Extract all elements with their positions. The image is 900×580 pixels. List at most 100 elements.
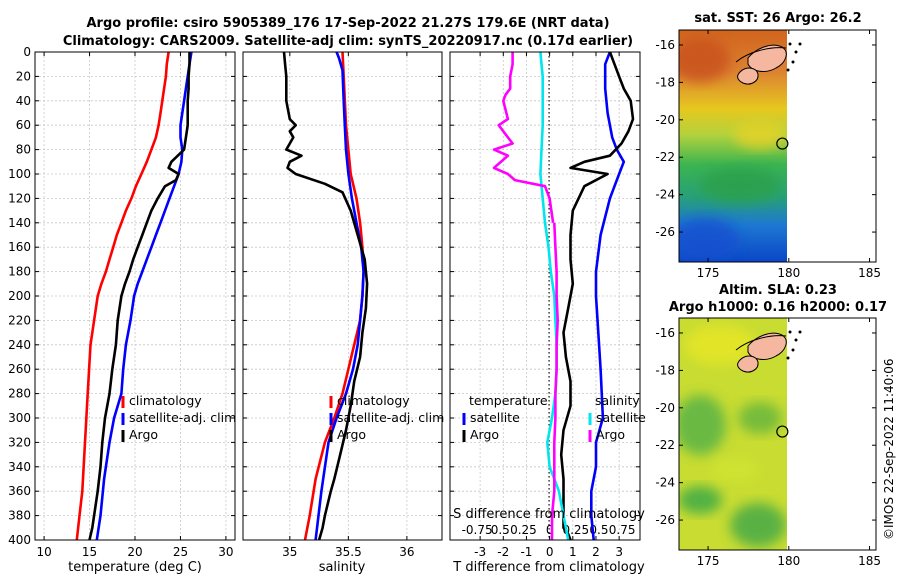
y-tick-label: 320 xyxy=(8,435,31,449)
x-tick-label: 185 xyxy=(858,266,881,280)
temperature-legend: climatology satellite-adj. clim Argo xyxy=(121,393,236,442)
title-line1: Argo profile: csiro 5905389_176 17-Sep-2… xyxy=(86,16,609,31)
sla-map-title-line1: Altim. SLA: 0.23 xyxy=(719,283,837,298)
top-tick-label: 0 xyxy=(546,523,554,537)
y-tick-label: -18 xyxy=(655,75,675,89)
y-tick-label: 360 xyxy=(8,484,31,498)
y-tick-label: -24 xyxy=(655,476,675,490)
salinity-xlabel: salinity xyxy=(319,560,366,575)
top-tick-label: 0.25 xyxy=(510,523,537,537)
series-line-salinity-argo-deep xyxy=(550,222,559,540)
sla-coastline xyxy=(735,330,802,373)
x-tick-label: 3 xyxy=(615,545,623,559)
watermark: ©IMOS 22-Sep-2022 11:40:06 xyxy=(882,358,896,540)
series-line-argo xyxy=(88,52,191,541)
y-tick-label: -20 xyxy=(655,113,675,127)
difference-panel: -3 -2 -1 0 1 2 3-0.750.5 0.25 0 0.25 0.5 0.75 T dif… xyxy=(449,51,646,575)
top-tick-label: 0.75 xyxy=(609,523,636,537)
sst-map-title: sat. SST: 26 Argo: 26.2 xyxy=(694,11,861,26)
y-tick-label: -22 xyxy=(655,150,675,164)
y-tick-label: 180 xyxy=(8,265,31,279)
y-tick-label: -24 xyxy=(655,188,675,202)
series-line-salinity-satellite xyxy=(539,51,570,541)
legend-temperature-satellite: satellite xyxy=(470,410,520,425)
temperature-xlabel: temperature (deg C) xyxy=(68,560,202,575)
y-tick-label: 200 xyxy=(8,289,31,303)
y-tick-label: 60 xyxy=(16,118,31,132)
salinity-axes-box xyxy=(242,51,443,541)
salinity-legend: climatology satellite-adj. clim Argo xyxy=(329,393,444,442)
temperature-panel: 0 20 40 60 80 100 120 140 160 180 200 220 240 260 280 3… xyxy=(8,45,236,575)
x-tick-label: 36 xyxy=(399,545,414,559)
sst-map-panel: sat. SST: 26 Argo: 26.2 175 180 185 -16 -18 -… xyxy=(655,11,881,280)
legend-satellite: satellite-adj. clim xyxy=(129,410,236,425)
sst-coastline xyxy=(735,42,802,85)
y-tick-label: 40 xyxy=(16,94,31,108)
legend-salinity-satellite: satellite xyxy=(596,410,646,425)
x-tick-label: 20 xyxy=(127,545,142,559)
temperature-axes-box xyxy=(34,51,236,541)
legend-argo: Argo xyxy=(129,427,158,442)
series-line-temperature-satellite xyxy=(590,51,626,541)
series-line-satellite-adj-clim xyxy=(95,51,193,541)
legend-temperature-argo: Argo xyxy=(470,427,499,442)
y-tick-label: 120 xyxy=(8,191,31,205)
series-line-salinity-argo xyxy=(492,52,555,223)
x-tick-label: -1 xyxy=(520,545,532,559)
y-tick-label: 20 xyxy=(16,69,31,83)
legend-climatology: climatology xyxy=(129,393,202,408)
y-tick-label: -16 xyxy=(655,38,675,52)
y-tick-label: 160 xyxy=(8,240,31,254)
series-line-climatology xyxy=(75,51,170,541)
x-tick-label: 0 xyxy=(546,545,554,559)
y-tick-label: 400 xyxy=(8,533,31,547)
difference-xlabel-top: S difference from climatology xyxy=(453,507,645,522)
y-tick-label: -26 xyxy=(655,513,675,527)
legend-salinity-title: salinity xyxy=(595,393,640,408)
y-tick-label: -22 xyxy=(655,438,675,452)
y-tick-label: -26 xyxy=(655,225,675,239)
y-tick-label: 280 xyxy=(8,387,31,401)
x-tick-label: 35 xyxy=(282,545,297,559)
series-line-temperature-argo xyxy=(559,51,635,541)
x-tick-label: 15 xyxy=(82,545,97,559)
x-tick-label: 2 xyxy=(592,545,600,559)
y-tick-label: 140 xyxy=(8,216,31,230)
salinity-panel: 35 35.5 36 salinity climatology satellite-… xyxy=(242,51,444,575)
y-tick-label: -16 xyxy=(655,326,675,340)
y-tick-label: 380 xyxy=(8,509,31,523)
x-tick-label: 175 xyxy=(697,554,720,568)
sla-map-title-line2: Argo h1000: 0.16 h2000: 0.17 xyxy=(669,300,887,315)
difference-xlabel: T difference from climatology xyxy=(452,560,645,575)
sla-map-panel: Altim. SLA: 0.23 Argo h1000: 0.16 h2000:… xyxy=(655,283,887,568)
y-tick-label: 0 xyxy=(23,45,31,59)
x-tick-label: 175 xyxy=(697,266,720,280)
temperature-diff-legend: temperature satellite Argo xyxy=(462,393,548,442)
x-tick-label: -2 xyxy=(497,545,509,559)
legend-satellite: satellite-adj. clim xyxy=(337,410,444,425)
y-tick-label: 220 xyxy=(8,313,31,327)
legend-temperature-title: temperature xyxy=(469,393,548,408)
y-tick-label: 240 xyxy=(8,338,31,352)
sst-axes-box xyxy=(678,29,877,263)
y-tick-label: -20 xyxy=(655,401,675,415)
x-tick-label: 185 xyxy=(858,554,881,568)
y-tick-label: 80 xyxy=(16,143,31,157)
sla-axes-box xyxy=(678,317,877,551)
series-line-argo xyxy=(282,51,369,541)
difference-axes-box xyxy=(449,51,641,541)
argo-location-marker xyxy=(776,425,789,438)
legend-climatology: climatology xyxy=(337,393,410,408)
y-tick-label: 100 xyxy=(8,167,31,181)
x-tick-label: 1 xyxy=(569,545,577,559)
sst-heatmap xyxy=(679,30,787,262)
x-tick-label: 180 xyxy=(777,554,800,568)
x-tick-label: 35.5 xyxy=(335,545,362,559)
x-tick-label: -3 xyxy=(474,545,486,559)
top-tick-label: 0.5 xyxy=(491,523,510,537)
x-tick-label: 180 xyxy=(777,266,800,280)
legend-salinity-argo: Argo xyxy=(596,427,625,442)
x-tick-label: 25 xyxy=(173,545,188,559)
y-tick-label: 260 xyxy=(8,362,31,376)
